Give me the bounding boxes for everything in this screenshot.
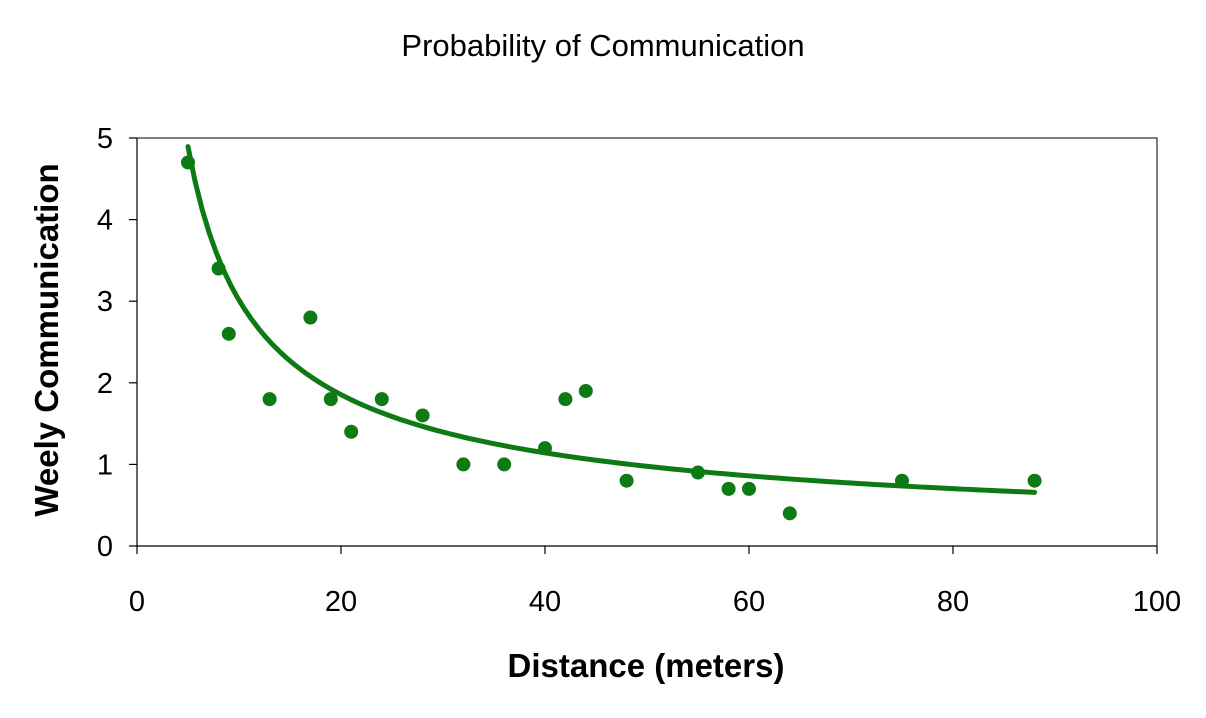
y-tick-label: 0 [97,531,113,563]
data-point [721,481,736,496]
data-point [782,506,797,521]
y-tick-label: 2 [97,368,113,400]
x-axis-ticks: 0 20 40 60 80 100 [129,546,1181,618]
data-point [619,473,634,488]
x-tick-label: 80 [937,586,969,618]
plot-area [136,137,1158,547]
y-tick-label: 3 [97,286,113,318]
x-tick-label: 0 [129,586,145,618]
data-point [344,424,359,439]
x-tick-label: 100 [1133,586,1181,618]
data-point [181,155,195,170]
data-point [742,481,756,496]
x-tick-label: 20 [325,586,357,618]
data-point [895,473,909,488]
data-point [691,465,705,480]
data-point [374,392,389,407]
data-point [578,383,593,398]
x-axis-label: Distance (meters) [508,647,785,684]
y-axis-ticks: 0 1 2 3 4 5 [97,123,137,563]
data-point [415,408,430,423]
y-tick-label: 1 [97,449,113,481]
y-axis-label: Weely Communication [28,163,65,516]
x-tick-label: 40 [529,586,561,618]
data-point [211,261,226,276]
chart-title: Probability of Communication [401,28,804,63]
x-tick-label: 60 [733,586,765,618]
data-point [558,392,573,407]
y-tick-label: 5 [97,123,113,155]
data-point [497,457,512,472]
data-point [262,392,277,407]
data-point [323,392,338,407]
data-point [456,457,471,472]
data-point [538,441,552,456]
data-point [221,326,236,341]
data-points [181,155,1042,521]
data-point [1027,473,1042,488]
y-tick-label: 4 [97,205,113,237]
trend-line [185,144,1038,495]
data-point [303,310,318,325]
